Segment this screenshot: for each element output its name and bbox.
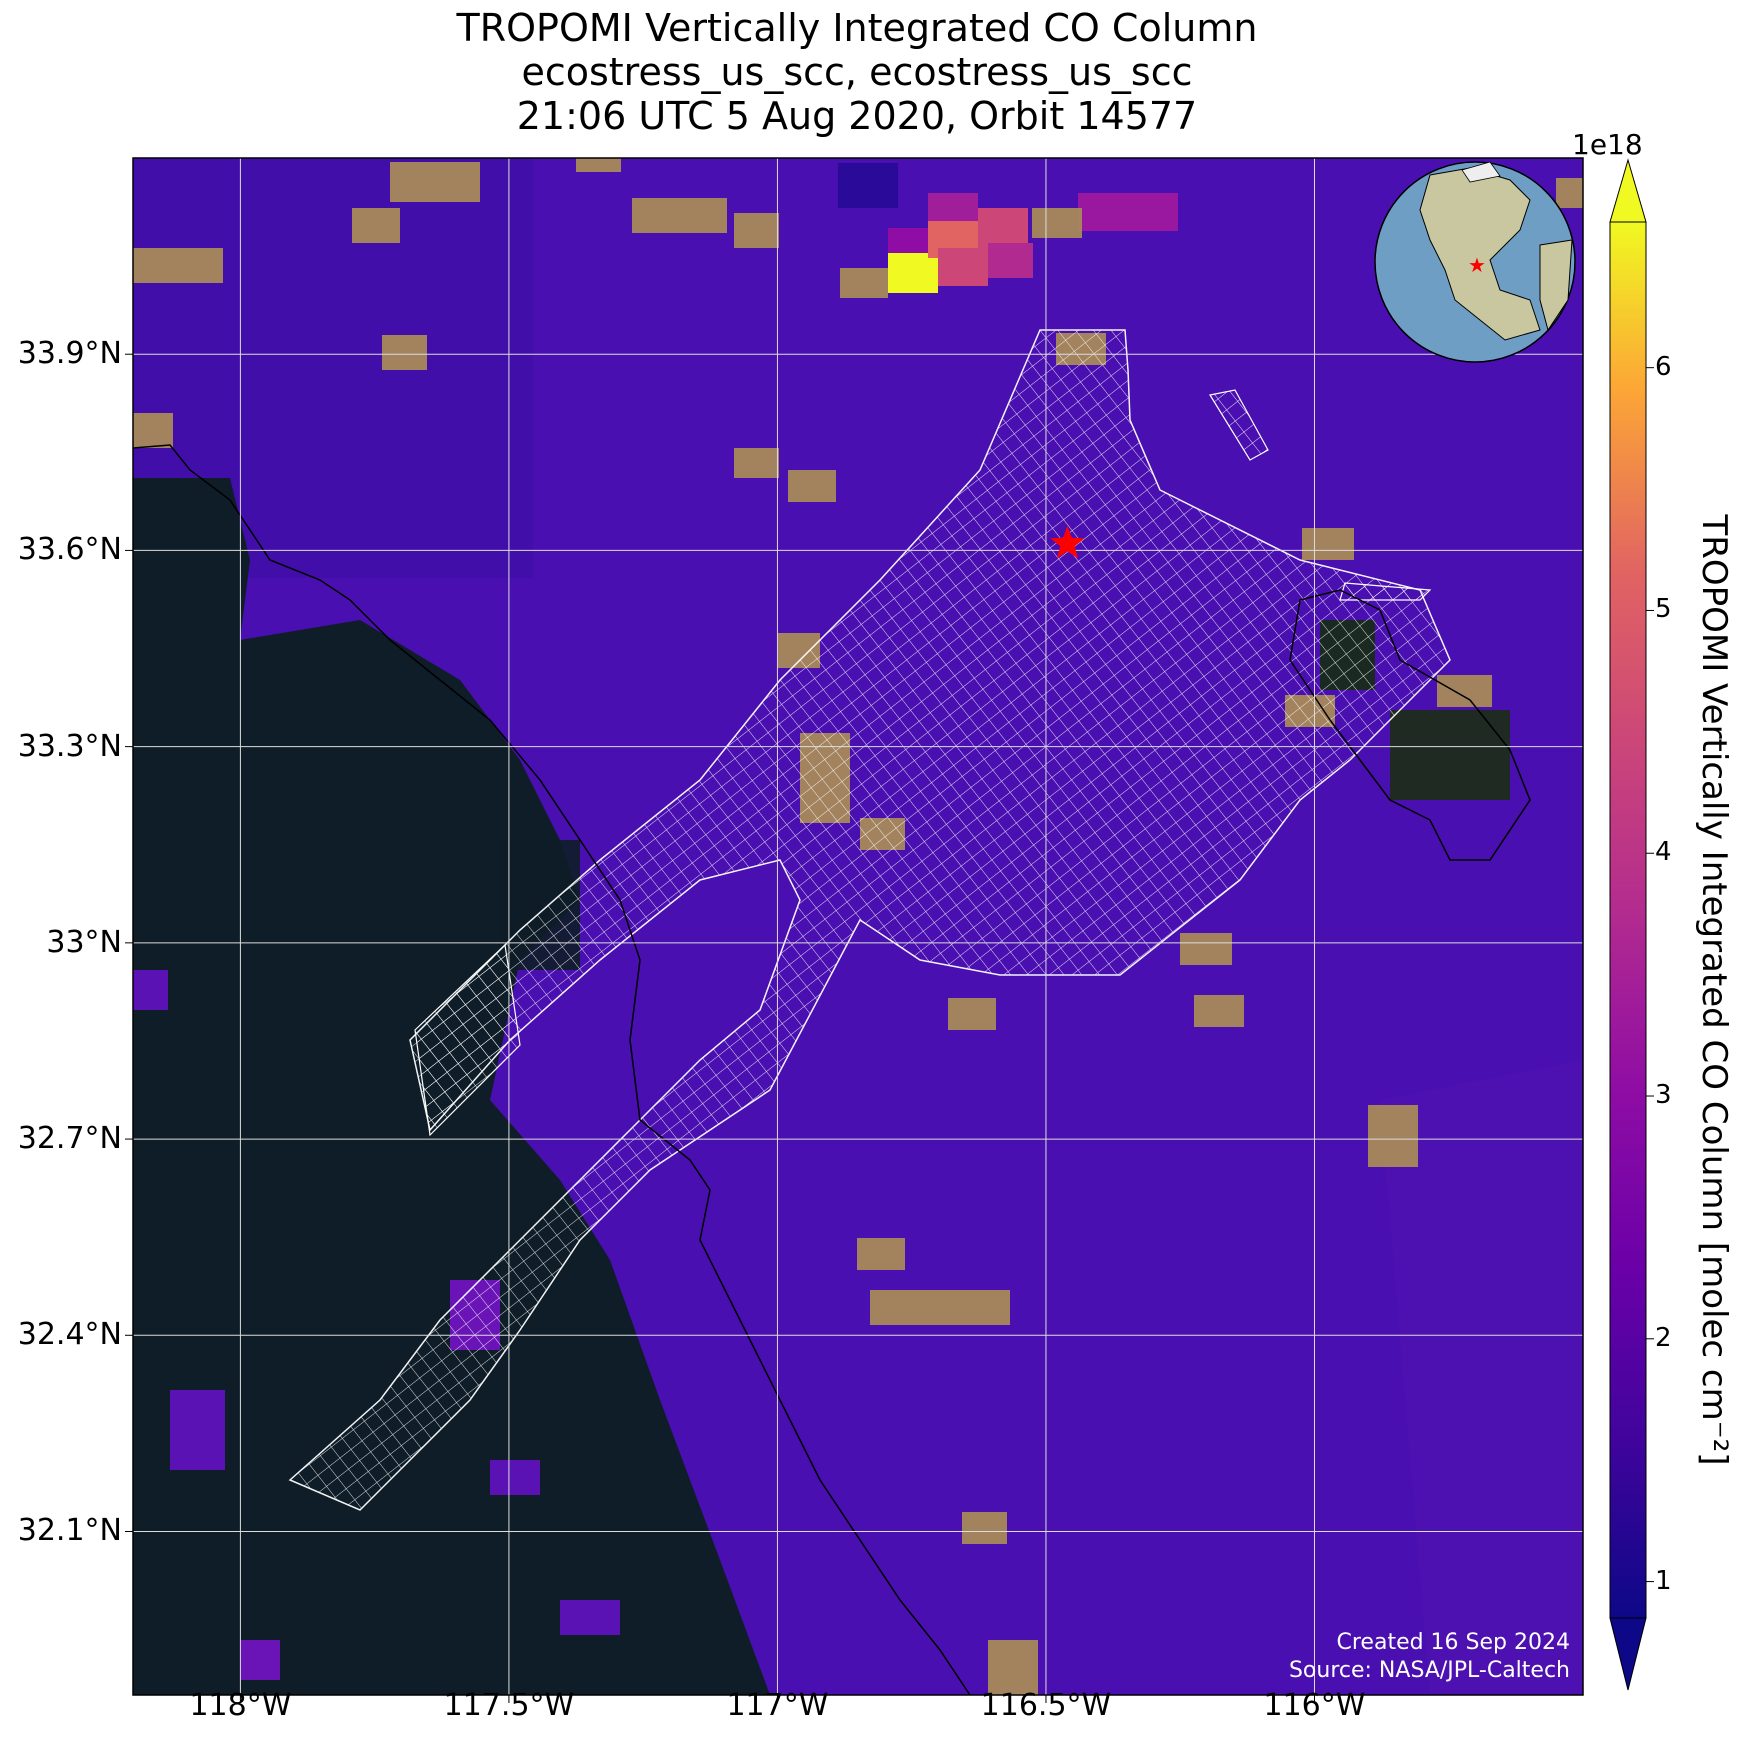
colorbar-exponent: 1e18 (1572, 128, 1643, 161)
colorbar-tick-label: 3 (1655, 1080, 1672, 1111)
svg-text:★: ★ (1468, 253, 1486, 277)
credit-source: Source: NASA/JPL-Caltech (1288, 1658, 1570, 1683)
colorbar-tick-label: 4 (1655, 837, 1672, 868)
credit-created: Created 16 Sep 2024 (1336, 1630, 1571, 1655)
map-frame (132, 157, 1584, 1696)
lat-tick-label: 33.6°N (17, 532, 122, 568)
lat-tick-label: 33.3°N (17, 728, 122, 764)
graticule (133, 158, 1583, 1695)
map-title-line-1: TROPOMI Vertically Integrated CO Column (456, 6, 1258, 50)
lat-tick-label: 33.9°N (17, 336, 122, 372)
lon-tick-label: 116.5°W (980, 1688, 1112, 1723)
lat-tick-label: 32.7°N (17, 1121, 122, 1157)
inset-globe: ★ (1374, 161, 1576, 363)
coastline (133, 444, 971, 1695)
lat-tick-label: 32.4°N (17, 1317, 122, 1353)
co-high-pixel (888, 253, 938, 293)
site-marker-star (1050, 525, 1085, 559)
colorbar-tick-label: 6 (1655, 351, 1672, 382)
colorbar-tick-label: 5 (1655, 594, 1672, 625)
colorbar (1609, 158, 1654, 1691)
lon-tick-label: 118°W (189, 1688, 292, 1723)
colorbar-tick-label: 1 (1655, 1565, 1672, 1596)
star-icon (1050, 525, 1085, 559)
lon-tick-label: 117°W (726, 1688, 829, 1723)
lat-tick-label: 33°N (46, 924, 122, 960)
colorbar-label: TROPOMI Vertically Integrated CO Column … (1694, 514, 1734, 1466)
lon-tick-label: 117.5°W (443, 1688, 575, 1723)
salton-sea-outline (1289, 589, 1531, 861)
ecostress-swath (288, 329, 1451, 1511)
colorbar-tick-label: 2 (1655, 1322, 1672, 1353)
lon-tick-label: 116°W (1263, 1688, 1366, 1723)
lat-tick-label: 32.1°N (17, 1513, 122, 1549)
axis-ticks (125, 353, 1315, 1703)
map-title-line-3: 21:06 UTC 5 Aug 2020, Orbit 14577 (516, 94, 1198, 138)
map-title-line-2: ecostress_us_scc, ecostress_us_scc (521, 50, 1193, 94)
